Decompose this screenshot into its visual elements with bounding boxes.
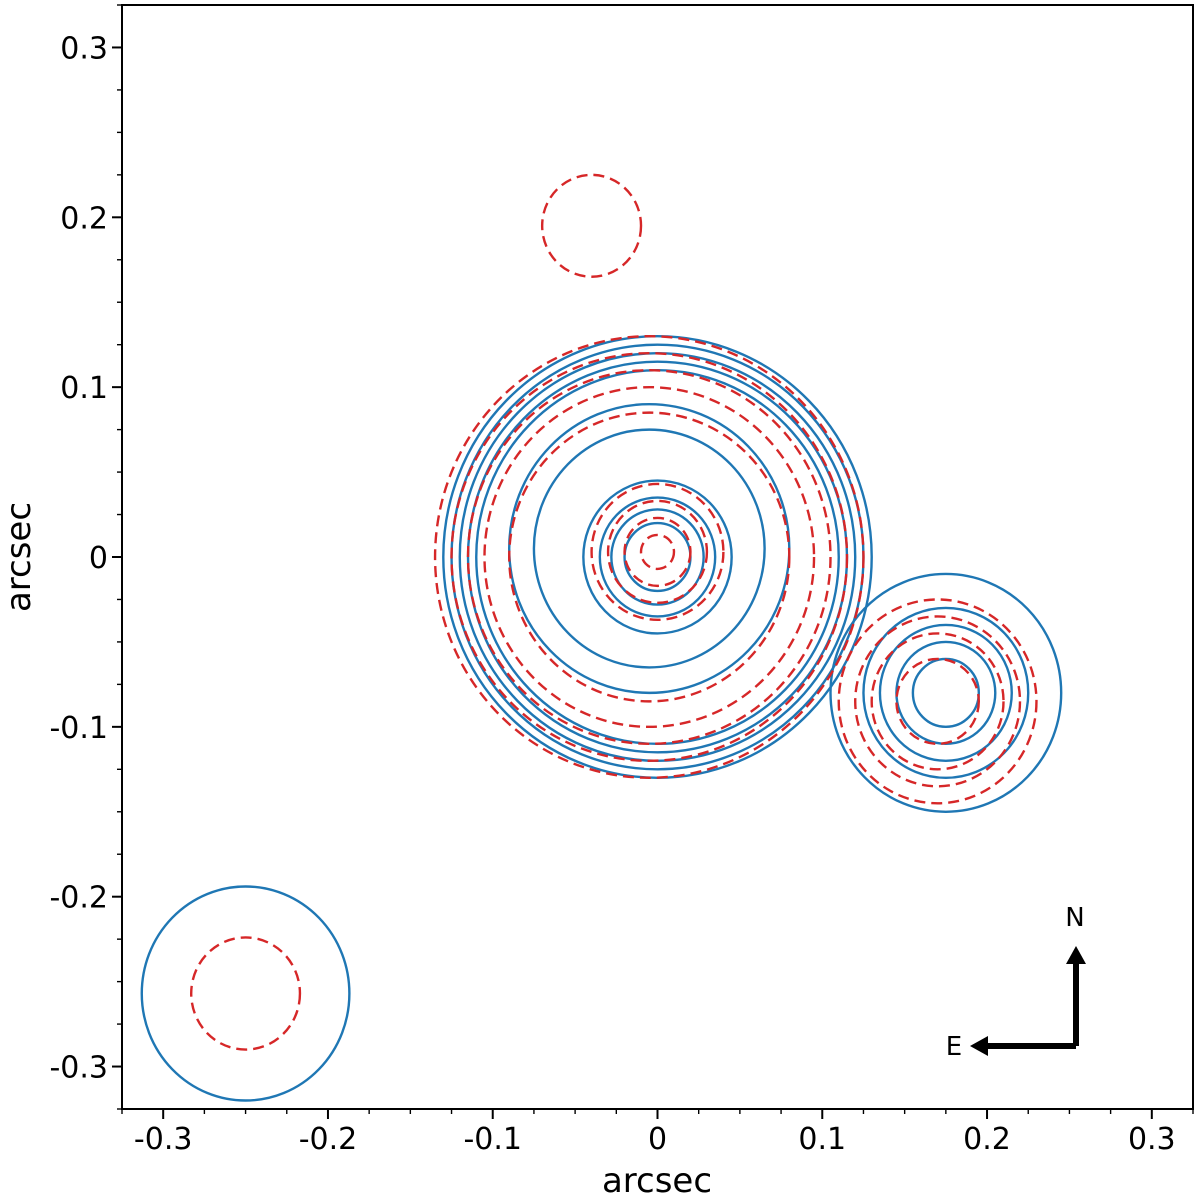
dashed-contour-1-4 [433,335,865,780]
solid-contour-0-2 [598,496,717,618]
dashed-contour-1-2 [466,368,832,746]
solid-contour-2-2 [458,351,857,763]
beam-ellipses [140,885,351,1102]
compass-north-label: N [1065,903,1084,933]
x-tick-label: -0.2 [299,1122,358,1157]
y-tick-label: 0.2 [60,201,108,236]
x-axis-title: arcsec [602,1161,712,1199]
axis-ticks [112,4,1194,1119]
solid-contour-3-2 [878,623,1013,763]
dashed-contour-1-1 [483,385,816,729]
x-tick-label: 0 [648,1122,667,1157]
compass-east-label: E [946,1032,962,1062]
solid-contour-1-0 [532,428,766,669]
y-tick-label: -0.3 [49,1051,108,1086]
dashed-contour-0-2 [606,499,709,605]
solid-beam-ellipse [140,885,351,1102]
x-tick-label: -0.1 [463,1122,522,1157]
x-tick-label: 0.3 [1128,1122,1176,1157]
dashed-contour-3-0 [895,657,980,746]
x-tick-label: 0.2 [963,1122,1011,1157]
compass: N E [946,903,1086,1062]
dashed-beam-ellipse [190,936,302,1051]
solid-contour-0-0 [623,521,692,593]
dashed-contour-3-3 [837,598,1038,805]
solid-contour-3-0 [911,657,980,729]
dashed-contour-0-3 [590,482,725,622]
east-arrowhead [970,1036,988,1056]
north-arrowhead [1066,946,1086,964]
y-tick-label: 0.3 [60,31,108,66]
y-axis-title: arcsec [0,502,39,612]
dashed-contour-3-1 [870,632,1005,771]
solid-contour-3-1 [895,640,997,746]
x-tick-label: -0.3 [134,1122,193,1157]
dashed-contour-3-2 [854,615,1022,788]
dashed-contour-0-0 [639,533,676,571]
dashed-contour-1-0 [508,411,791,703]
y-tick-label: -0.2 [49,881,108,916]
solid-contour-3-4 [829,572,1063,813]
solid-contour-1-1 [508,402,791,695]
solid-contour-0-3 [582,479,733,635]
dashed-contour-1-3 [450,351,849,763]
solid-contour-2-4 [442,335,873,780]
tick-labels: -0.3 -0.2 -0.1 0 0.1 0.2 0.3 -0.3 -0.2 -0.1 0 0.1 0.… [49,31,1175,1157]
dashed-contour-0-1 [623,516,692,588]
contour-layer [433,173,1063,813]
dashed-contour-2-0 [540,173,643,278]
plot-frame [121,4,1194,1110]
solid-contour-0-1 [610,508,705,606]
solid-contour-3-3 [862,606,1030,780]
y-tick-label: 0.1 [60,371,108,406]
y-tick-label: 0 [89,541,108,576]
y-tick-label: -0.1 [49,711,108,746]
x-tick-label: 0.1 [798,1122,846,1157]
solid-contour-2-0 [475,368,840,746]
